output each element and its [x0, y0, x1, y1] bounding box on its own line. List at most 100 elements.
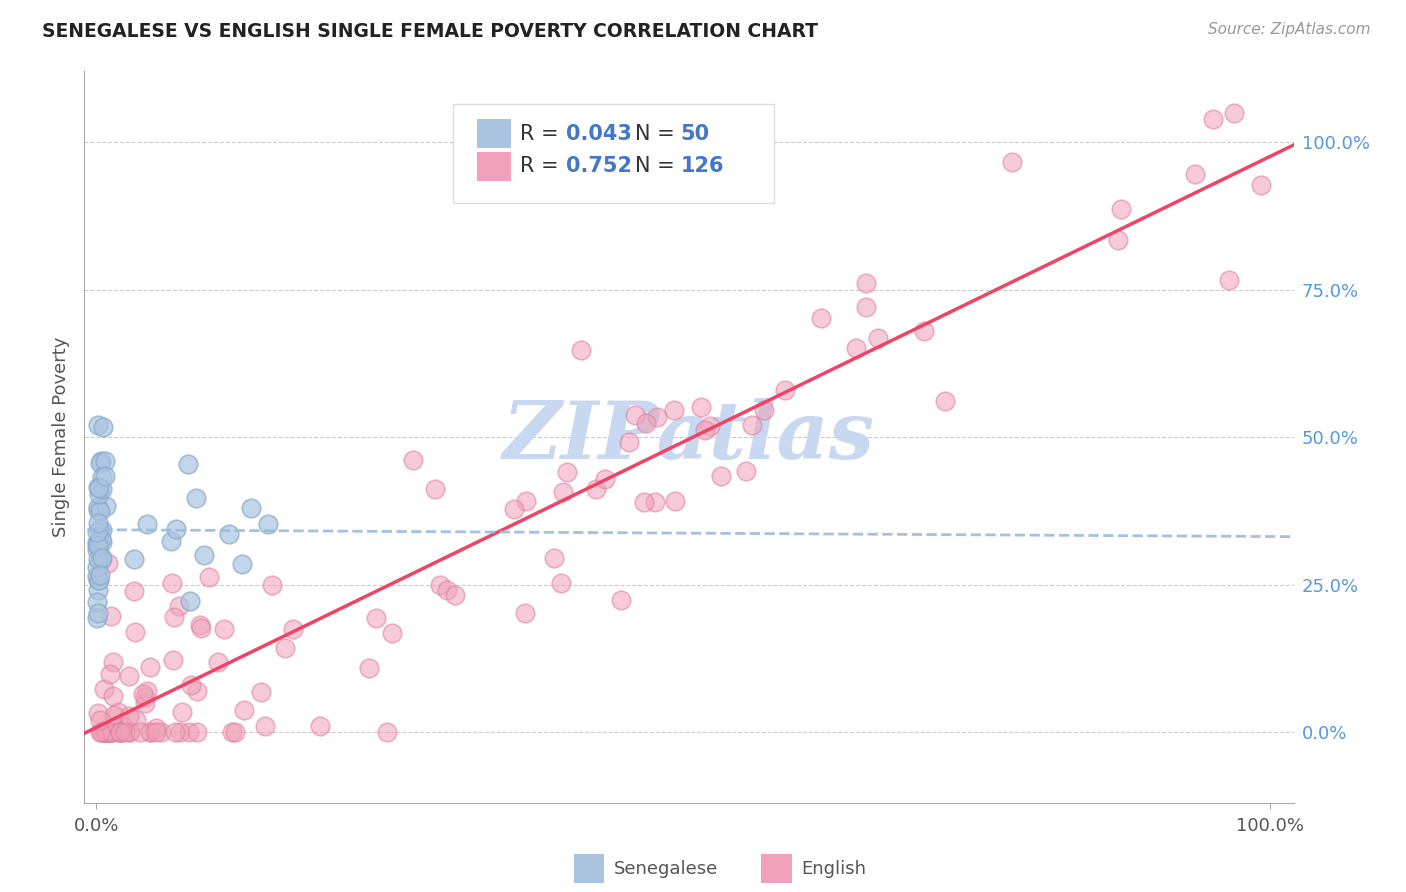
Point — [623, 409, 645, 423]
Text: N =: N = — [634, 123, 681, 144]
Point — [165, 725, 187, 739]
Point — [110, 725, 132, 739]
Point — [86, 559, 108, 574]
Point — [94, 725, 117, 739]
Point — [135, 516, 157, 531]
Text: 126: 126 — [681, 156, 724, 177]
Point — [101, 690, 124, 704]
Point — [177, 457, 200, 471]
Point — [224, 725, 246, 739]
Point — [134, 696, 156, 710]
Point — [231, 558, 253, 572]
Point — [179, 594, 201, 608]
Point — [139, 725, 162, 739]
Point — [145, 721, 167, 735]
Point — [1184, 167, 1206, 181]
Point — [254, 719, 277, 733]
Point — [357, 661, 380, 675]
Point — [107, 705, 129, 719]
Point — [125, 713, 148, 727]
Point — [1109, 202, 1132, 216]
Point — [633, 494, 655, 508]
Point — [94, 725, 117, 739]
Text: English: English — [801, 860, 866, 878]
Point — [93, 681, 115, 696]
Point — [188, 618, 211, 632]
Point — [108, 725, 131, 739]
Point — [139, 725, 162, 739]
Point — [515, 493, 537, 508]
Point — [128, 725, 150, 739]
Point — [87, 487, 110, 501]
Point — [124, 584, 146, 599]
Point — [934, 393, 956, 408]
Point — [89, 713, 111, 727]
Point — [207, 655, 229, 669]
Point — [136, 683, 159, 698]
Point — [86, 538, 108, 552]
Point — [101, 725, 124, 739]
Point — [240, 500, 263, 515]
Point — [98, 725, 121, 739]
Point — [550, 575, 572, 590]
Point — [118, 709, 141, 723]
Point — [90, 552, 112, 566]
Point — [221, 725, 243, 739]
Text: N =: N = — [634, 156, 681, 177]
Point — [90, 453, 112, 467]
Point — [93, 725, 115, 739]
Text: 0.752: 0.752 — [565, 156, 631, 177]
Point — [593, 472, 616, 486]
Point — [308, 718, 330, 732]
Point — [214, 622, 236, 636]
Point — [94, 500, 117, 514]
Point — [585, 482, 607, 496]
Point — [139, 660, 162, 674]
Point — [1107, 233, 1129, 247]
Point — [436, 582, 458, 597]
Point — [145, 725, 167, 739]
Point — [90, 550, 112, 565]
Point — [866, 330, 889, 344]
Text: 50: 50 — [681, 123, 710, 144]
Point — [108, 725, 131, 739]
Point — [98, 666, 121, 681]
Point — [273, 640, 295, 655]
Point — [845, 341, 868, 355]
Point — [124, 625, 146, 640]
Point — [103, 656, 125, 670]
Point — [375, 725, 398, 739]
Point — [94, 454, 117, 468]
Point — [108, 725, 131, 739]
Point — [90, 532, 112, 546]
Point — [617, 435, 640, 450]
Point — [555, 465, 578, 479]
Point — [117, 725, 139, 739]
Point — [218, 527, 240, 541]
Point — [86, 595, 108, 609]
FancyBboxPatch shape — [762, 854, 792, 883]
Point — [93, 725, 115, 739]
Point — [634, 416, 657, 430]
Point — [103, 707, 125, 722]
Point — [543, 550, 565, 565]
Point — [91, 483, 114, 497]
Point — [401, 453, 423, 467]
Point — [160, 533, 183, 548]
Point — [87, 573, 110, 587]
Point — [100, 609, 122, 624]
Point — [97, 725, 120, 739]
Point — [699, 419, 721, 434]
Point — [101, 725, 124, 739]
Point — [163, 610, 186, 624]
Point — [86, 568, 108, 582]
Point — [260, 577, 283, 591]
Point — [97, 556, 120, 570]
Point — [108, 725, 131, 739]
Point — [112, 720, 135, 734]
Point — [96, 725, 118, 739]
Point — [114, 725, 136, 739]
Point — [177, 725, 200, 739]
Point — [87, 538, 110, 552]
Point — [855, 301, 877, 315]
